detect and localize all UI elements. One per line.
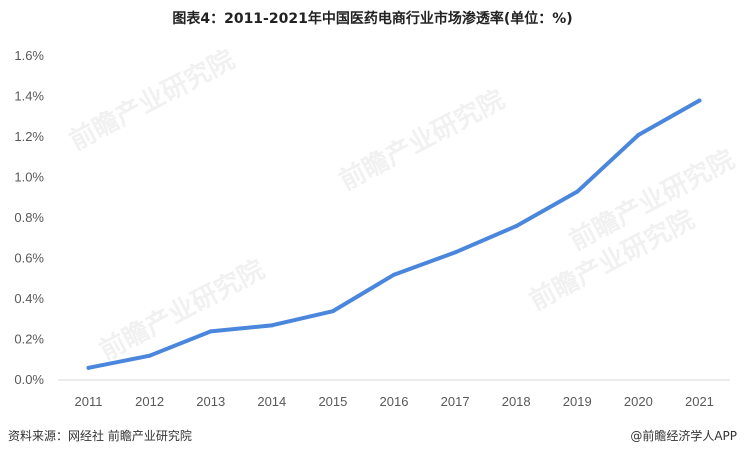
x-tick-label: 2019 (563, 394, 592, 409)
x-tick-label: 2018 (502, 394, 531, 409)
data-point (514, 224, 519, 229)
data-point (453, 250, 458, 255)
data-point (636, 132, 641, 137)
x-tick-label: 2015 (318, 394, 347, 409)
y-tick-label: 0.4% (14, 291, 44, 306)
data-point (147, 353, 152, 358)
chart-title: 图表4：2011-2021年中国医药电商行业市场渗透率(单位：%) (172, 11, 573, 27)
data-point (575, 189, 580, 194)
y-tick-label: 1.6% (14, 48, 44, 63)
x-tick-label: 2020 (624, 394, 653, 409)
data-point (330, 309, 335, 314)
data-point (269, 323, 274, 328)
y-tick-label: 0.6% (14, 251, 44, 266)
x-tick-label: 2012 (135, 394, 164, 409)
x-tick-label: 2014 (257, 394, 286, 409)
y-tick-label: 1.2% (14, 129, 44, 144)
data-point (697, 98, 702, 103)
data-point (208, 329, 213, 334)
x-tick-labels: 2011 2012 2013 2014 2015 2016 2017 2018 2019 2020… (75, 394, 714, 409)
series-line (86, 98, 702, 370)
data-point (392, 272, 396, 277)
x-tick-label: 2021 (685, 394, 714, 409)
y-tick-label: 1.4% (14, 89, 44, 104)
y-tick-label: 0.8% (14, 210, 44, 225)
x-tick-label: 2017 (441, 394, 470, 409)
x-tick-label: 2011 (75, 394, 103, 409)
x-tick-label: 2013 (196, 394, 225, 409)
y-tick-labels: 0.0% 0.2% 0.4% 0.6% 0.8% 1.0% 1.2% 1.4% 1.6% (14, 48, 44, 387)
y-tick-label: 0.0% (14, 372, 44, 387)
y-tick-label: 0.2% (14, 332, 44, 347)
y-tick-label: 1.0% (14, 170, 44, 185)
data-point (86, 365, 91, 370)
series-line-group (86, 98, 702, 370)
brand-credit: @前瞻经济学人APP (630, 429, 737, 443)
x-tick-label: 2016 (380, 394, 409, 409)
source-note: 资料来源：网经社 前瞻产业研究院 (8, 429, 192, 443)
